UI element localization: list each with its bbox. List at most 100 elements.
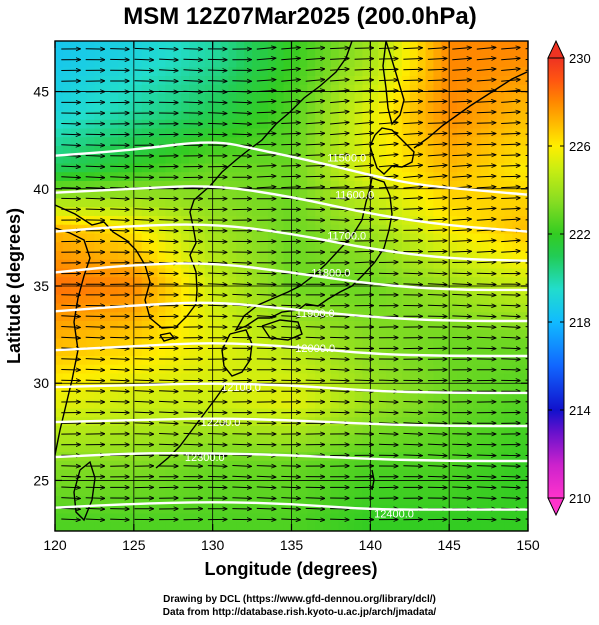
heatmap-cell	[370, 119, 379, 130]
heatmap-cell	[252, 137, 261, 147]
heatmap-cell	[488, 434, 498, 445]
heatmap-cell	[275, 373, 285, 383]
wind-arrow	[232, 316, 251, 317]
heatmap-cell	[512, 426, 521, 436]
wind-arrow	[281, 370, 300, 371]
heatmap-cell	[401, 338, 411, 348]
heatmap-cell	[133, 338, 143, 348]
wind-arrow	[476, 284, 496, 285]
heatmap-cell	[283, 294, 293, 305]
heatmap-cell	[267, 49, 277, 60]
heatmap-cell	[220, 233, 230, 243]
heatmap-cell	[62, 119, 72, 130]
heatmap-cell	[520, 329, 528, 340]
heatmap-cell	[496, 233, 505, 243]
heatmap-cell	[449, 128, 458, 138]
heatmap-cell	[157, 487, 166, 497]
heatmap-cell	[323, 303, 332, 313]
heatmap-cell	[94, 434, 103, 445]
wind-arrow	[354, 369, 374, 370]
wind-arrow	[256, 348, 276, 349]
heatmap-cell	[504, 356, 513, 366]
wind-arrow	[501, 80, 520, 82]
heatmap-cell	[433, 496, 442, 506]
heatmap-cell	[409, 434, 419, 445]
heatmap-cell	[323, 207, 332, 217]
heatmap-cell	[338, 277, 348, 287]
heatmap-cell	[94, 93, 103, 103]
heatmap-cell	[330, 391, 340, 401]
heatmap-cell	[346, 286, 356, 296]
heatmap-cell	[472, 233, 482, 243]
heatmap-cell	[102, 93, 111, 103]
heatmap-cell	[315, 303, 324, 313]
heatmap-cell	[393, 146, 403, 156]
wind-arrow	[281, 187, 300, 188]
colorbar-gradient	[547, 57, 565, 499]
heatmap-cell	[323, 461, 332, 471]
heatmap-cell	[118, 356, 127, 366]
heatmap-cell	[354, 356, 364, 366]
heatmap-cell	[338, 434, 348, 445]
heatmap-cell	[149, 111, 159, 121]
heatmap-cell	[55, 356, 64, 366]
heatmap-cell	[354, 513, 364, 523]
heatmap-cell	[291, 434, 300, 445]
wind-arrow	[354, 380, 374, 381]
heatmap-cell	[283, 189, 293, 200]
wind-arrow	[134, 412, 154, 413]
heatmap-cell	[496, 242, 505, 252]
wind-arrow	[207, 81, 227, 82]
heatmap-cell	[204, 434, 214, 445]
heatmap-cell	[330, 163, 340, 173]
heatmap-cell	[464, 154, 474, 165]
heatmap-cell	[102, 504, 111, 515]
wind-arrow	[452, 273, 471, 274]
heatmap-cell	[133, 513, 143, 523]
axis-ticks	[54, 41, 529, 531]
heatmap-cell	[480, 487, 490, 497]
heatmap-cell	[55, 216, 64, 226]
heatmap-cell	[330, 426, 340, 436]
heatmap-cell	[315, 321, 324, 331]
heatmap-cell	[441, 408, 450, 418]
wind-arrow	[256, 144, 276, 145]
wind-arrow	[476, 166, 496, 167]
heatmap-cell	[291, 119, 300, 130]
heatmap-cell	[464, 41, 474, 51]
heatmap-cell	[141, 207, 151, 217]
heatmap-cell	[196, 426, 206, 436]
heatmap-cell	[259, 181, 269, 191]
heatmap-cell	[212, 303, 222, 313]
heatmap-cell	[409, 102, 419, 112]
heatmap-cell	[173, 286, 182, 296]
heatmap-cell	[449, 338, 458, 348]
heatmap-cell	[472, 496, 482, 506]
heatmap-cell	[346, 242, 356, 252]
heatmap-cell	[386, 321, 395, 331]
heatmap-cell	[299, 399, 308, 410]
heatmap-cell	[62, 443, 72, 453]
heatmap-cell	[196, 382, 206, 392]
heatmap-cell	[504, 329, 513, 340]
heatmap-cell	[283, 146, 293, 156]
heatmap-cell	[141, 251, 151, 261]
heatmap-cell	[496, 338, 505, 348]
heatmap-cell	[441, 294, 450, 305]
heatmap-cell	[425, 391, 434, 401]
wind-arrow	[281, 327, 300, 328]
heatmap-cell	[55, 303, 64, 313]
heatmap-cell	[86, 373, 96, 383]
heatmap-cell	[204, 417, 214, 427]
heatmap-cell	[386, 84, 395, 95]
heatmap-cell	[441, 399, 450, 410]
heatmap-cell	[464, 522, 474, 531]
heatmap-cell	[449, 391, 458, 401]
heatmap-cell	[236, 303, 245, 313]
heatmap-cell	[409, 426, 419, 436]
heatmap-cell	[244, 216, 253, 226]
wind-arrow	[330, 58, 349, 59]
heatmap-cell	[102, 312, 111, 322]
heatmap-cell	[457, 426, 466, 436]
heatmap-cell	[299, 496, 308, 506]
